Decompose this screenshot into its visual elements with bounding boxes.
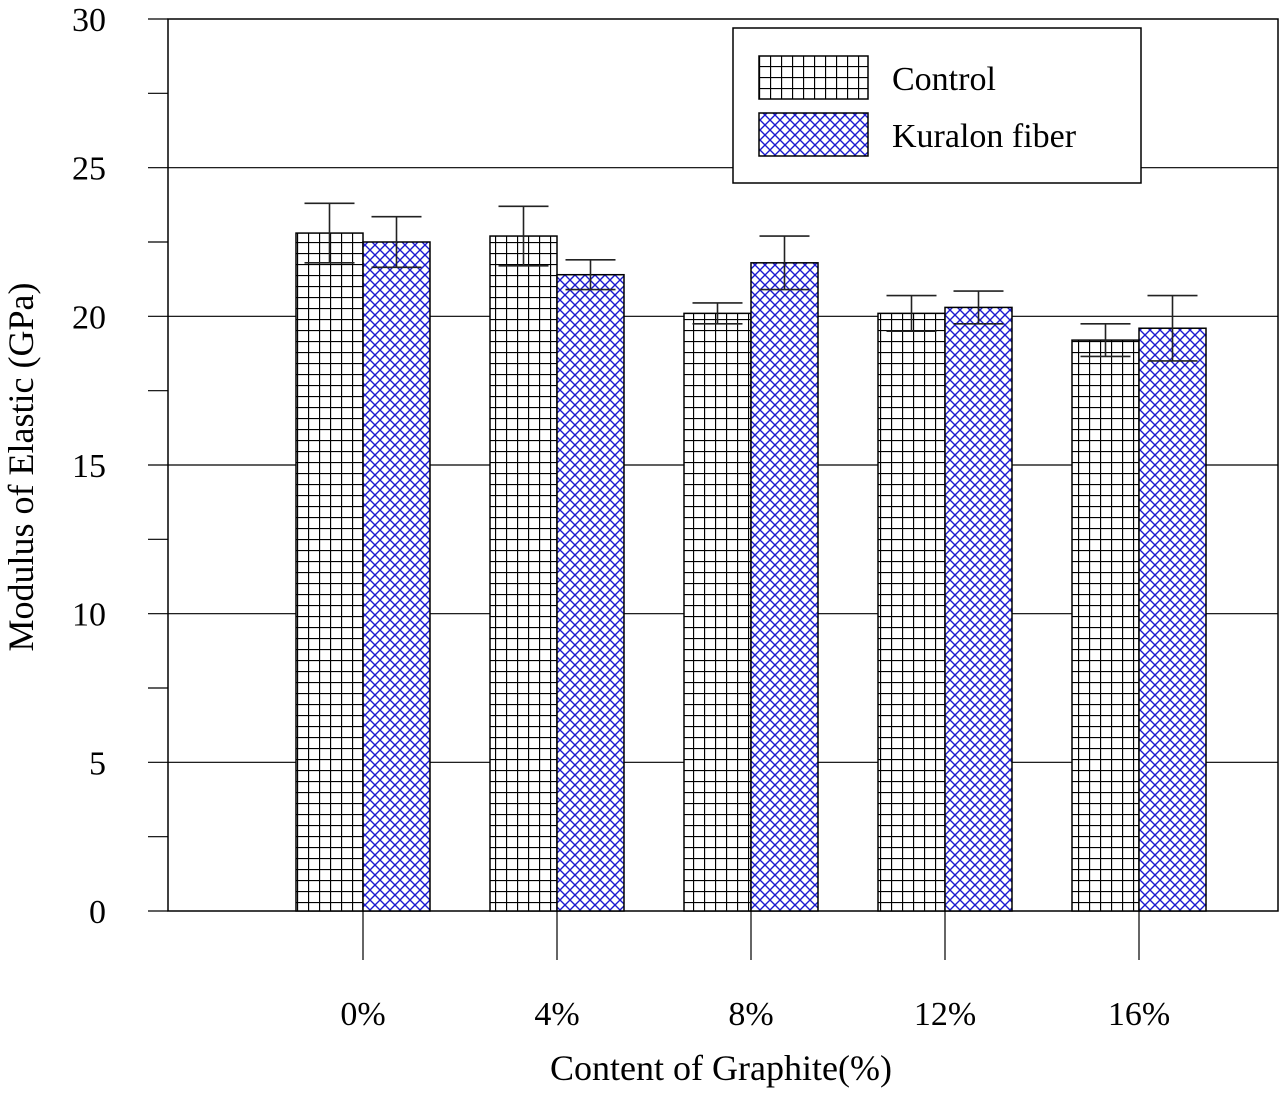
legend-label-kuralon: Kuralon fiber [892, 118, 1077, 155]
y-tick-label: 0 [89, 894, 106, 931]
bar-control [877, 312, 946, 912]
legend: Control Kuralon fiber [732, 27, 1142, 184]
legend-swatch-control [758, 55, 869, 100]
bar-kuralon [1138, 327, 1207, 912]
legend-box [732, 27, 1142, 184]
y-tick-label: 25 [72, 151, 106, 188]
y-tick-label: 20 [72, 299, 106, 336]
x-tick-label: 0% [340, 996, 385, 1033]
bar-kuralon [556, 273, 625, 912]
y-tick-label: 15 [72, 448, 106, 485]
legend-label-control: Control [892, 61, 996, 98]
y-axis-label: Modulus of Elastic (GPa) [1, 283, 41, 652]
bar-control [1071, 339, 1140, 912]
bar-control [295, 232, 364, 912]
bar-kuralon [944, 306, 1013, 912]
y-tick-label: 5 [89, 745, 106, 782]
bar-kuralon [362, 241, 431, 912]
x-tick-label: 8% [728, 996, 773, 1033]
x-tick-label: 16% [1108, 996, 1170, 1033]
bar-kuralon [750, 262, 819, 912]
x-axis-label: Content of Graphite(%) [550, 1048, 892, 1088]
x-tick-label: 4% [534, 996, 579, 1033]
bar-control [683, 312, 752, 912]
x-tick-label: 12% [914, 996, 976, 1033]
legend-swatch-kuralon [758, 112, 869, 157]
y-tick-label: 30 [72, 2, 106, 39]
y-tick-label: 10 [72, 597, 106, 634]
bar-control [489, 235, 558, 912]
